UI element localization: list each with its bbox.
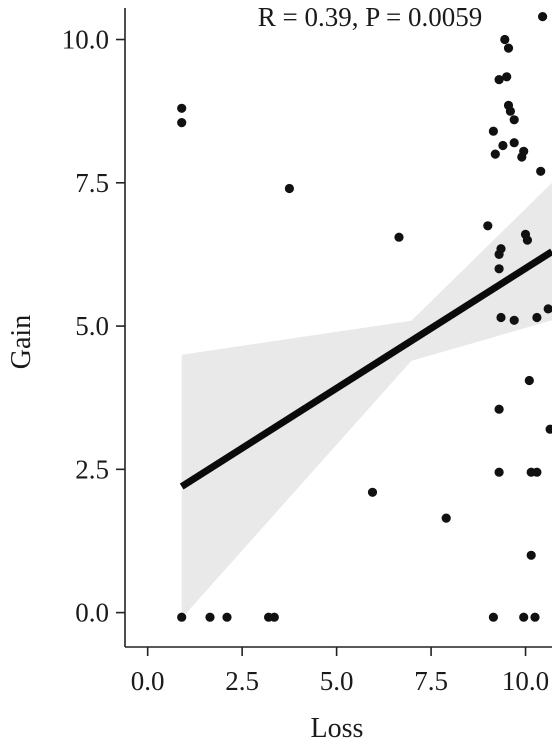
data-point [488,612,498,622]
confidence-band [181,182,552,619]
x-tick-label: 5.0 [320,666,354,696]
data-point [536,166,546,176]
data-point [543,304,552,314]
y-tick-label: 0.0 [75,598,109,628]
data-point [488,126,498,136]
y-tick-label: 2.5 [75,454,109,484]
x-tick-label: 2.5 [225,666,259,696]
data-point [509,138,519,148]
data-point [519,146,529,156]
confidence-band-layer [181,182,552,619]
data-point [494,467,504,477]
data-point [502,72,512,82]
data-point [367,487,378,497]
data-point [509,315,519,325]
x-axis-title: Loss [311,713,364,744]
regression-line [179,248,552,490]
data-point [532,467,542,477]
data-point [483,221,493,231]
data-point [509,115,519,125]
correlation-annotation: R = 0.39, P = 0.0059 [258,2,482,32]
data-point [498,140,508,151]
data-point [526,550,536,560]
regression-layer [179,248,552,490]
y-tick-label: 10.0 [62,25,109,55]
data-point [524,375,534,386]
x-tick-label: 0.0 [131,666,165,696]
data-point [284,183,294,194]
axes-layer: 0.0 2.5 5.0 7.5 10.0 0.0 2.5 5.0 7.5 10.0 [62,8,552,696]
data-point [222,612,232,622]
x-tick-label: 10.0 [502,666,549,696]
data-point [545,424,552,434]
y-axis-title: Gain [6,315,37,369]
data-point [494,264,504,274]
data-point [177,103,187,113]
x-tick-label: 7.5 [414,666,448,696]
y-tick-label: 7.5 [75,168,109,198]
data-point [177,612,187,622]
data-point [269,612,279,622]
data-point [205,612,215,622]
data-point [505,106,515,116]
data-point [490,149,500,159]
data-point [177,118,187,128]
data-point [496,312,506,323]
y-tick-label: 5.0 [75,311,109,341]
data-point [441,513,451,523]
data-point [519,612,529,622]
data-point [394,232,404,242]
data-point [500,34,510,45]
data-point [496,244,506,254]
data-point [532,312,542,323]
data-point [530,612,540,622]
data-point [494,75,504,85]
points-layer [177,12,552,622]
data-point [503,43,514,53]
data-point [494,404,504,414]
data-point [538,12,548,22]
data-point [522,235,533,245]
